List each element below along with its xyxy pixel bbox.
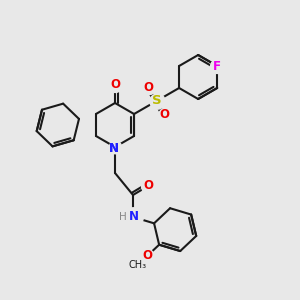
Text: N: N	[109, 142, 119, 154]
Text: N: N	[109, 142, 119, 154]
Text: F: F	[213, 59, 221, 73]
Text: O: O	[142, 249, 152, 262]
Text: O: O	[144, 81, 154, 94]
Text: CH₃: CH₃	[128, 260, 146, 270]
Text: O: O	[143, 179, 153, 192]
Text: S: S	[152, 94, 161, 107]
Text: O: O	[160, 108, 170, 122]
Text: H: H	[119, 212, 127, 222]
Text: O: O	[110, 79, 120, 92]
Text: N: N	[129, 211, 139, 224]
